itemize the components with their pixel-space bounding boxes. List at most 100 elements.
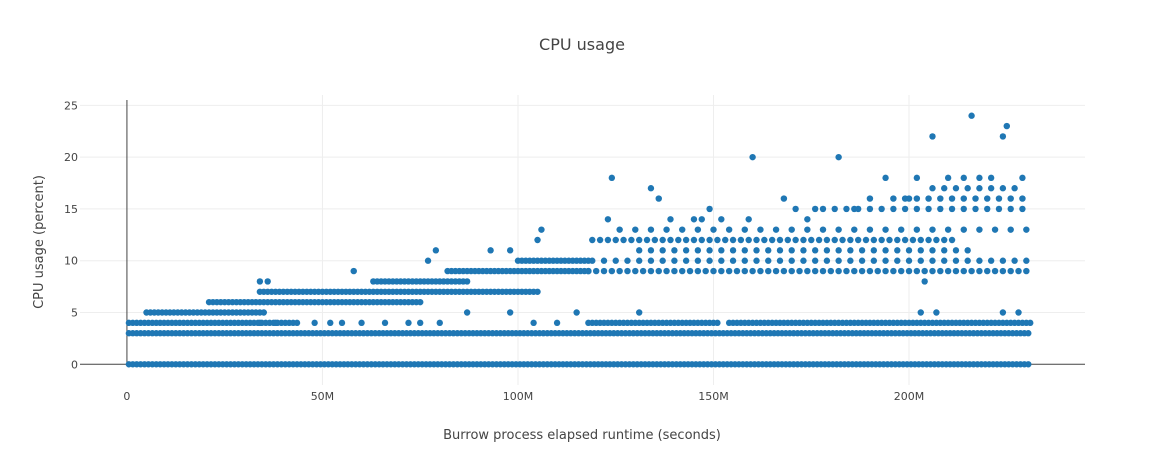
data-point xyxy=(815,236,823,244)
data-point xyxy=(913,226,921,233)
data-point xyxy=(573,309,580,316)
y-tick-label: 25 xyxy=(64,99,78,112)
data-point xyxy=(706,257,713,264)
data-point xyxy=(976,174,983,182)
data-point xyxy=(616,226,623,233)
data-point xyxy=(917,257,924,264)
data-point xyxy=(999,133,1007,140)
data-point xyxy=(870,247,878,254)
data-point xyxy=(698,236,705,244)
data-point xyxy=(991,226,999,233)
data-point xyxy=(643,236,651,244)
data-point xyxy=(800,257,807,264)
data-point xyxy=(765,247,772,254)
data-point xyxy=(913,205,921,213)
data-point xyxy=(858,257,866,264)
data-point xyxy=(929,185,936,192)
data-point xyxy=(1023,267,1030,275)
x-axis-title: Burrow process elapsed runtime (seconds) xyxy=(443,428,721,443)
data-point xyxy=(995,195,1003,202)
data-point xyxy=(608,174,616,182)
data-point xyxy=(706,247,713,254)
data-point xyxy=(964,247,971,254)
data-point xyxy=(894,247,901,254)
data-point xyxy=(1015,309,1022,316)
data-point xyxy=(679,226,686,233)
data-point xyxy=(882,174,889,182)
data-point xyxy=(831,236,838,244)
data-point xyxy=(690,236,698,244)
data-point xyxy=(749,267,756,275)
data-point xyxy=(999,267,1007,275)
data-point xyxy=(886,236,893,244)
data-point xyxy=(788,226,795,233)
data-point xyxy=(659,236,666,244)
data-point xyxy=(882,257,889,264)
data-point xyxy=(776,257,784,264)
data-point xyxy=(894,236,901,244)
data-point xyxy=(804,226,811,233)
data-point xyxy=(651,236,659,244)
data-point xyxy=(710,226,717,233)
data-point xyxy=(823,257,831,264)
data-point xyxy=(432,247,440,254)
data-point xyxy=(964,185,971,192)
x-tick-label: 100M xyxy=(503,390,534,403)
data-point xyxy=(553,319,561,327)
data-point xyxy=(612,236,619,244)
data-point xyxy=(831,205,838,213)
data-point xyxy=(1007,226,1014,233)
data-point xyxy=(878,236,885,244)
data-point xyxy=(948,236,956,244)
data-point xyxy=(948,205,956,213)
data-point xyxy=(729,236,737,244)
data-point xyxy=(925,195,932,202)
data-point xyxy=(659,247,666,254)
data-point xyxy=(835,247,842,254)
data-point xyxy=(976,185,983,192)
data-point xyxy=(847,257,854,264)
data-point xyxy=(311,319,318,327)
data-point xyxy=(921,278,928,285)
data-point xyxy=(592,267,600,275)
data-point xyxy=(952,267,960,275)
data-point xyxy=(894,257,901,264)
data-point xyxy=(327,319,334,327)
data-point xyxy=(487,247,494,254)
data-point xyxy=(905,257,913,264)
chart-title: CPU usage xyxy=(539,35,625,54)
data-point xyxy=(663,226,670,233)
y-tick-label: 0 xyxy=(71,358,78,371)
data-point xyxy=(933,309,940,316)
data-point xyxy=(600,267,608,275)
y-tick-label: 15 xyxy=(64,203,78,216)
data-point xyxy=(858,247,866,254)
data-point xyxy=(272,319,279,327)
data-point xyxy=(827,267,835,275)
data-point xyxy=(819,226,827,233)
data-point xyxy=(862,236,870,244)
data-point xyxy=(632,267,639,275)
data-point xyxy=(972,205,979,213)
data-point xyxy=(999,185,1007,192)
data-point xyxy=(604,236,612,244)
data-point xyxy=(937,205,944,213)
data-point xyxy=(882,267,889,275)
data-point xyxy=(972,195,979,202)
data-point xyxy=(436,319,443,327)
data-point xyxy=(866,267,874,275)
data-point xyxy=(690,216,698,223)
data-point xyxy=(718,247,725,254)
data-point xyxy=(405,319,412,327)
data-point xyxy=(463,278,471,285)
x-tick-label: 150M xyxy=(698,390,729,403)
data-point xyxy=(929,226,936,233)
data-point xyxy=(987,174,995,182)
data-point xyxy=(925,236,932,244)
data-point xyxy=(675,236,682,244)
data-point xyxy=(866,205,874,213)
data-point xyxy=(671,267,678,275)
data-point xyxy=(968,112,975,119)
data-point xyxy=(854,236,862,244)
data-point xyxy=(647,267,655,275)
